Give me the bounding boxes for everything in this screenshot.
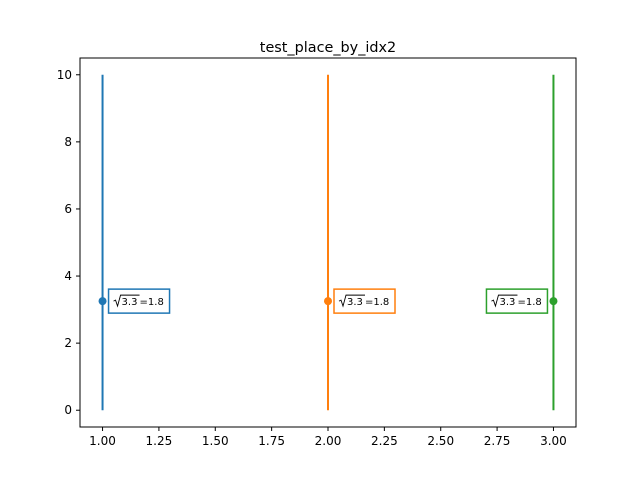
series-3-annotation: 3.3 =1.8: [485, 288, 549, 314]
x-tick-label: 1.75: [258, 434, 285, 448]
y-tick-label: 4: [64, 269, 72, 283]
sqrt-sign: [338, 294, 365, 308]
series-3-marker: [549, 297, 558, 306]
x-tick-label: 1.50: [202, 434, 229, 448]
x-tick-label: 3.00: [540, 434, 567, 448]
chart-title: test_place_by_idx2: [260, 40, 396, 56]
x-tick-label: 1.00: [89, 434, 116, 448]
x-tick-label: 2.75: [484, 434, 511, 448]
y-tick-label: 6: [64, 202, 72, 216]
y-tick-label: 2: [64, 336, 72, 350]
annotation-result: =1.8: [517, 297, 541, 308]
x-tick-label: 2.25: [371, 434, 398, 448]
sqrt-sign: [491, 294, 518, 308]
series-1-annotation: 3.3 =1.8: [107, 288, 171, 314]
annotation-radicand: 3.3: [122, 297, 138, 308]
plot-area: 3.3 =1.8 3.3 =1.8 3.3 =1.8: [98, 74, 558, 411]
y-tick-label: 8: [64, 135, 72, 149]
series-2-annotation: 3.3 =1.8: [333, 288, 396, 314]
sqrt-sign: [113, 294, 140, 308]
series-2-marker: [324, 297, 332, 306]
series-1-marker: [98, 297, 107, 306]
annotation-result: =1.8: [140, 297, 164, 308]
axes: 1.00 1.25 1.50 1.75 2.00 2.25 2.50 2.75 3.00 0 2 4 6…: [57, 57, 577, 448]
x-tick-label: 1.25: [146, 434, 173, 448]
x-tick-label: 2.50: [427, 434, 454, 448]
y-tick-label: 0: [64, 403, 72, 417]
annotation-radicand: 3.3: [499, 297, 515, 308]
y-tick-label: 10: [57, 68, 72, 82]
annotation-result: =1.8: [365, 297, 389, 308]
x-tick-label: 2.00: [315, 434, 342, 448]
annotation-radicand: 3.3: [347, 297, 363, 308]
